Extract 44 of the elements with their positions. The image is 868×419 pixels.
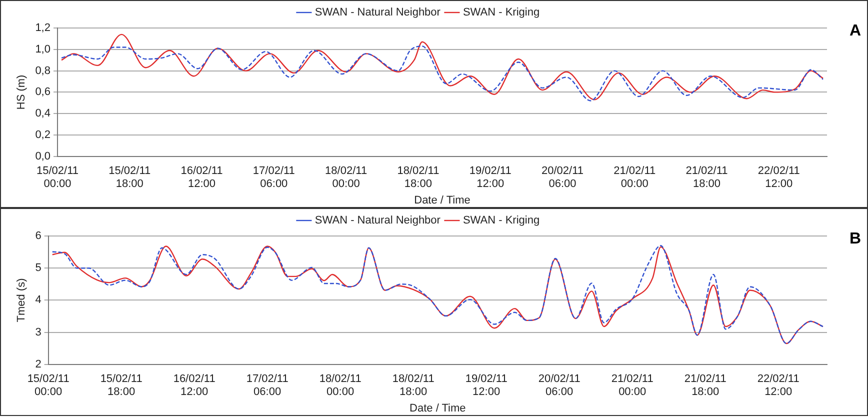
legend-label: SWAN - Kriging xyxy=(462,6,540,19)
y-tick-label: 0,4 xyxy=(35,108,50,120)
x-tick-label: 22/02/11 12:00 xyxy=(758,165,800,190)
y-tick-label: 0,0 xyxy=(35,150,50,162)
x-tick-label: 21/02/11 18:00 xyxy=(686,165,728,190)
x-tick-label: 18/02/11 00:00 xyxy=(325,165,368,190)
y-tick-label: 1,0 xyxy=(35,43,50,56)
x-tick-label: 21/02/11 00:00 xyxy=(611,373,654,398)
x-tick-label: 17/02/11 06:00 xyxy=(252,165,295,190)
y-tick-label: 6 xyxy=(35,230,42,242)
legend-label: SWAN - Natural Neighbor xyxy=(314,214,441,227)
x-tick-label: 16/02/11 12:00 xyxy=(180,165,223,190)
text: A xyxy=(849,22,862,40)
x-tick-label: 15/02/11 18:00 xyxy=(108,165,151,190)
x-tick-label: 18/02/11 18:00 xyxy=(397,165,440,190)
x-axis-title: Date / Time xyxy=(410,402,466,414)
x-tick-label: 21/02/11 18:00 xyxy=(684,373,726,398)
y-tick-label: 0,8 xyxy=(35,64,50,77)
y-tick-label: 2 xyxy=(35,358,42,370)
y-axis-title: Tmed (s) xyxy=(16,278,28,322)
legend-label: SWAN - Kriging xyxy=(462,214,540,227)
x-tick-label: 17/02/11 06:00 xyxy=(246,373,288,398)
y-tick-label: 0,6 xyxy=(35,86,50,98)
x-tick-label: 22/02/11 12:00 xyxy=(757,373,800,398)
x-tick-label: 19/02/11 12:00 xyxy=(469,165,512,190)
x-axis-title: Date / Time xyxy=(414,194,470,206)
x-tick-label: 15/02/11 18:00 xyxy=(100,373,142,398)
y-tick-label: 4 xyxy=(35,294,42,306)
x-tick-label: 19/02/11 12:00 xyxy=(465,373,508,398)
x-tick-label: 15/02/11 00:00 xyxy=(27,373,70,398)
x-tick-label: 21/02/11 00:00 xyxy=(614,165,656,190)
text: B xyxy=(849,230,861,248)
x-tick-label: 18/02/11 18:00 xyxy=(392,373,434,398)
y-tick-label: 5 xyxy=(35,262,42,274)
x-tick-label: 20/02/11 06:00 xyxy=(541,165,584,190)
x-tick-label: 16/02/11 12:00 xyxy=(173,373,216,398)
x-tick-label: 18/02/11 00:00 xyxy=(319,373,362,398)
x-tick-label: 15/02/11 00:00 xyxy=(36,165,78,190)
y-tick-label: 3 xyxy=(35,326,42,338)
y-tick-label: 0,2 xyxy=(35,129,50,142)
x-tick-label: 20/02/11 06:00 xyxy=(538,373,580,398)
legend-label: SWAN - Natural Neighbor xyxy=(314,6,441,19)
y-axis-title: HS (m) xyxy=(16,74,28,110)
y-tick-label: 1,2 xyxy=(35,22,50,34)
